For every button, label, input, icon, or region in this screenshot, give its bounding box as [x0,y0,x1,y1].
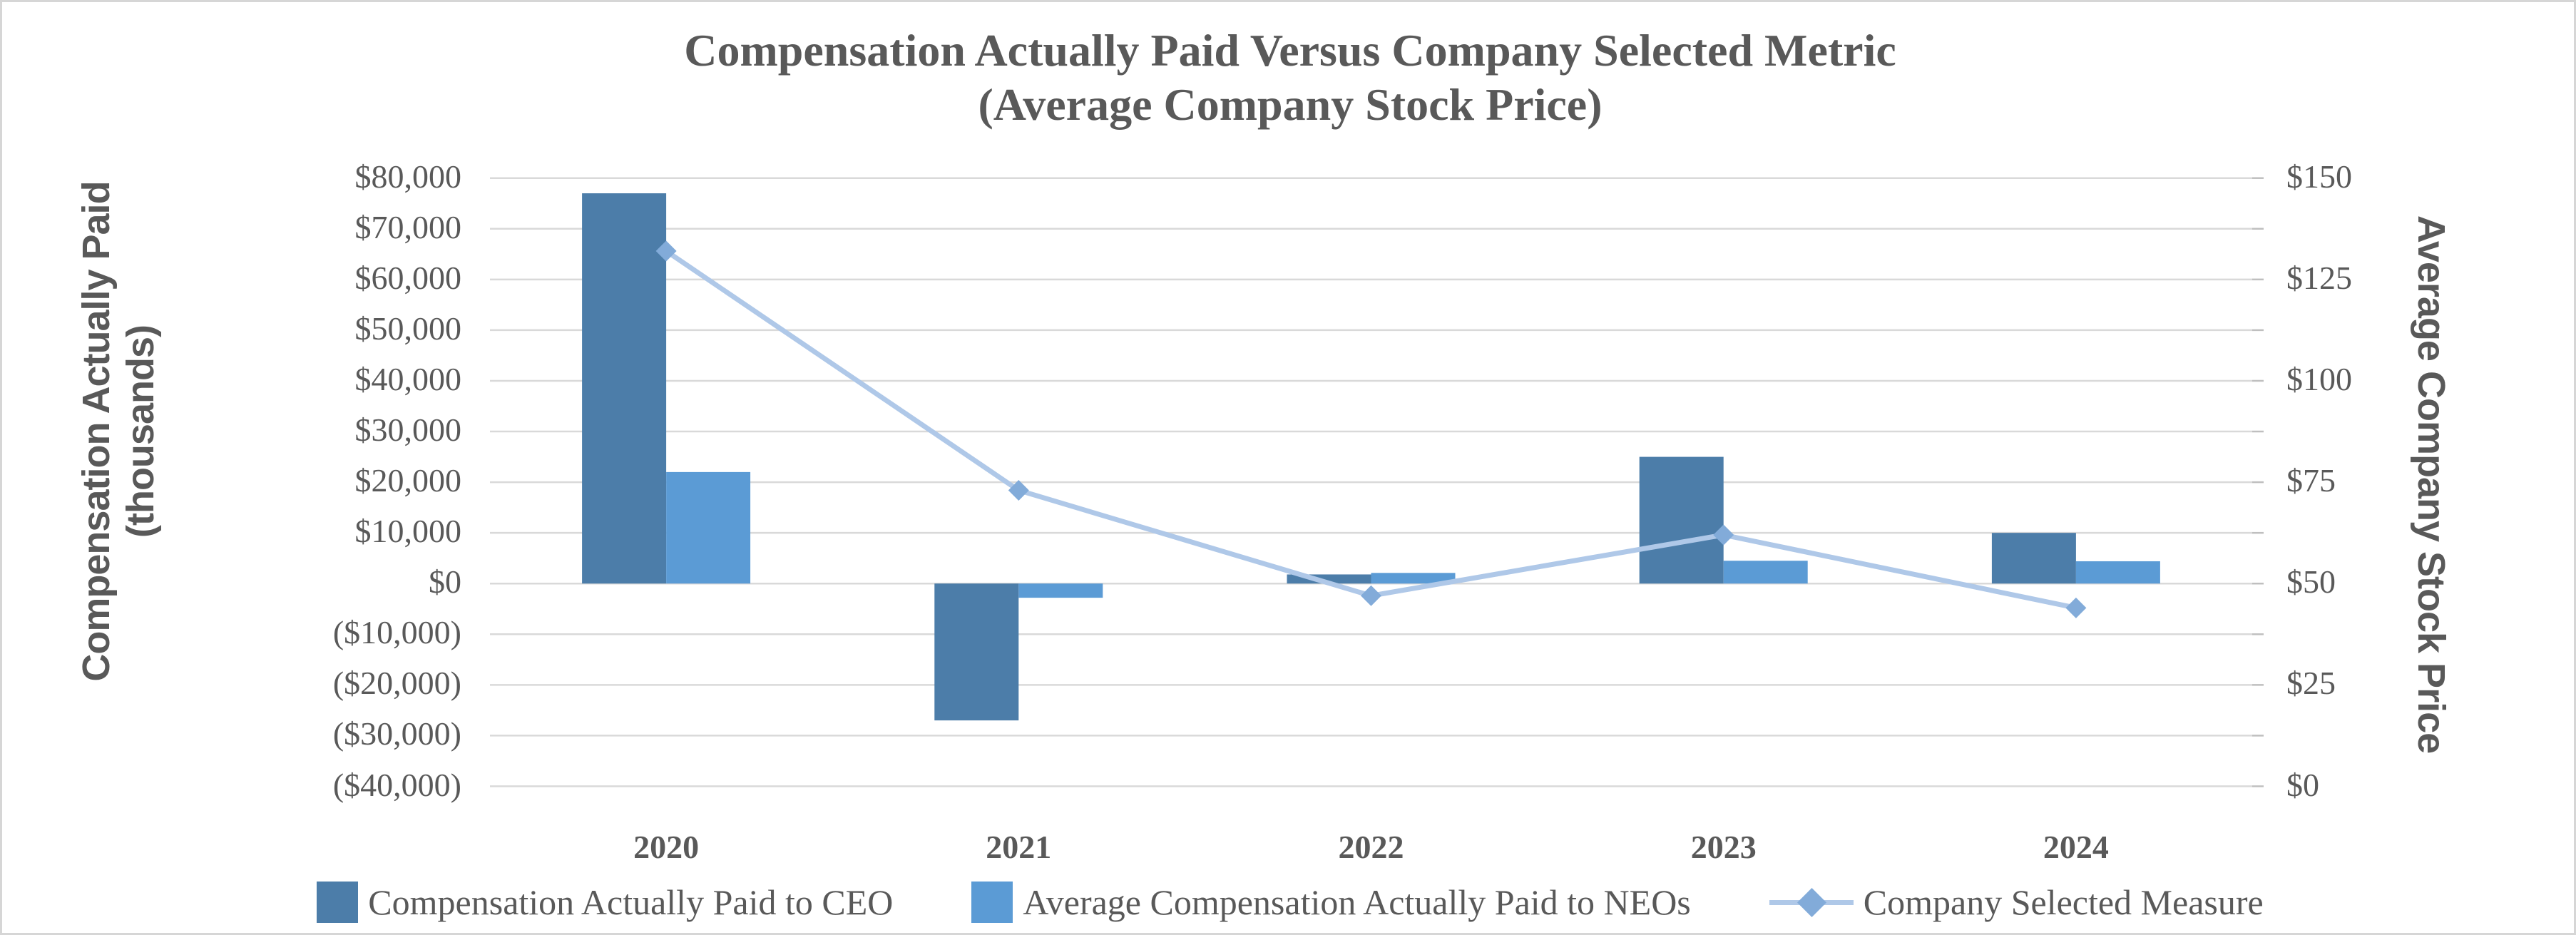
left-axis-title-line-2: (thousands) [119,325,162,538]
x-axis-year-label: 2024 [2043,829,2109,865]
right-axis-tick-label: $75 [2286,462,2336,499]
diamond-marker-icon [655,240,677,262]
diamond-marker-icon [1008,479,1029,501]
legend-label-ceo: Compensation Actually Paid to CEO [368,882,894,922]
legend-item-neo: Average Compensation Actually Paid to NE… [971,882,1691,923]
ceo-bar-swatch [317,882,359,923]
diamond-marker-icon [1361,585,1381,606]
chart-title: Compensation Actually Paid Versus Compan… [2,24,2574,132]
left-axis-title-line-1: Compensation Actually Paid [75,181,118,682]
ceo-bar [1639,456,1724,584]
diamond-marker-icon [2065,597,2087,618]
left-axis-tick-label: $20,000 [354,462,462,499]
line-diamond-swatch [1769,882,1854,923]
neo-bar [666,471,751,584]
x-axis-year-label: 2021 [986,829,1052,865]
left-axis-tick-label: $50,000 [354,310,462,347]
neo-bar [1723,561,1808,584]
x-axis-year-label: 2022 [1338,829,1404,865]
x-axis-year-label: 2020 [633,829,700,865]
left-axis-tick-label: ($30,000) [332,715,461,752]
left-axis-tick-label: $60,000 [354,259,462,296]
legend-item-ceo: Compensation Actually Paid to CEO [317,882,893,923]
company-selected-measure-line [665,249,2077,610]
left-axis-tick-label: $40,000 [354,360,462,397]
ceo-bar [1991,533,2076,584]
left-axis-title: Compensation Actually Paid (thousands) [74,75,163,788]
neo-bar [1018,583,1103,598]
left-axis-tick-label: $0 [429,563,461,601]
neo-bar-swatch [971,882,1013,923]
right-axis-tick-label: $125 [2286,259,2352,296]
chart-title-line-2: (Average Company Stock Price) [978,79,1603,130]
ceo-bar [582,193,667,584]
right-axis-tick-label: $0 [2286,766,2319,803]
neo-bar [1371,573,1456,584]
right-axis-tick-label: $50 [2286,563,2336,601]
left-axis-tick-label: $30,000 [354,412,462,449]
legend-item-csm: Company Selected Measure [1769,882,2264,923]
right-axis-tick-label: $150 [2286,158,2352,195]
diamond-marker-icon [1713,524,1734,546]
left-axis-tick-label: $80,000 [354,158,462,195]
legend-label-neo: Average Compensation Actually Paid to NE… [1023,882,1691,922]
left-axis-tick-label: ($40,000) [332,766,461,803]
right-axis-tick-label: $25 [2286,665,2336,702]
left-axis-tick-label: $70,000 [354,208,462,245]
left-axis-tick-label: ($10,000) [332,614,461,651]
right-axis-tick-label: $100 [2286,360,2352,397]
left-axis-tick-label: $10,000 [354,513,462,550]
legend-label-csm: Company Selected Measure [1863,882,2264,922]
chart-title-line-1: Compensation Actually Paid Versus Compan… [684,25,1896,76]
neo-bar [2075,561,2160,584]
legend: Compensation Actually Paid to CEO Averag… [2,874,2574,931]
x-axis-year-label: 2023 [1690,829,1757,865]
ceo-bar [934,583,1019,721]
left-axis-tick-label: ($20,000) [332,665,461,702]
diamond-marker-icon [1796,887,1826,918]
